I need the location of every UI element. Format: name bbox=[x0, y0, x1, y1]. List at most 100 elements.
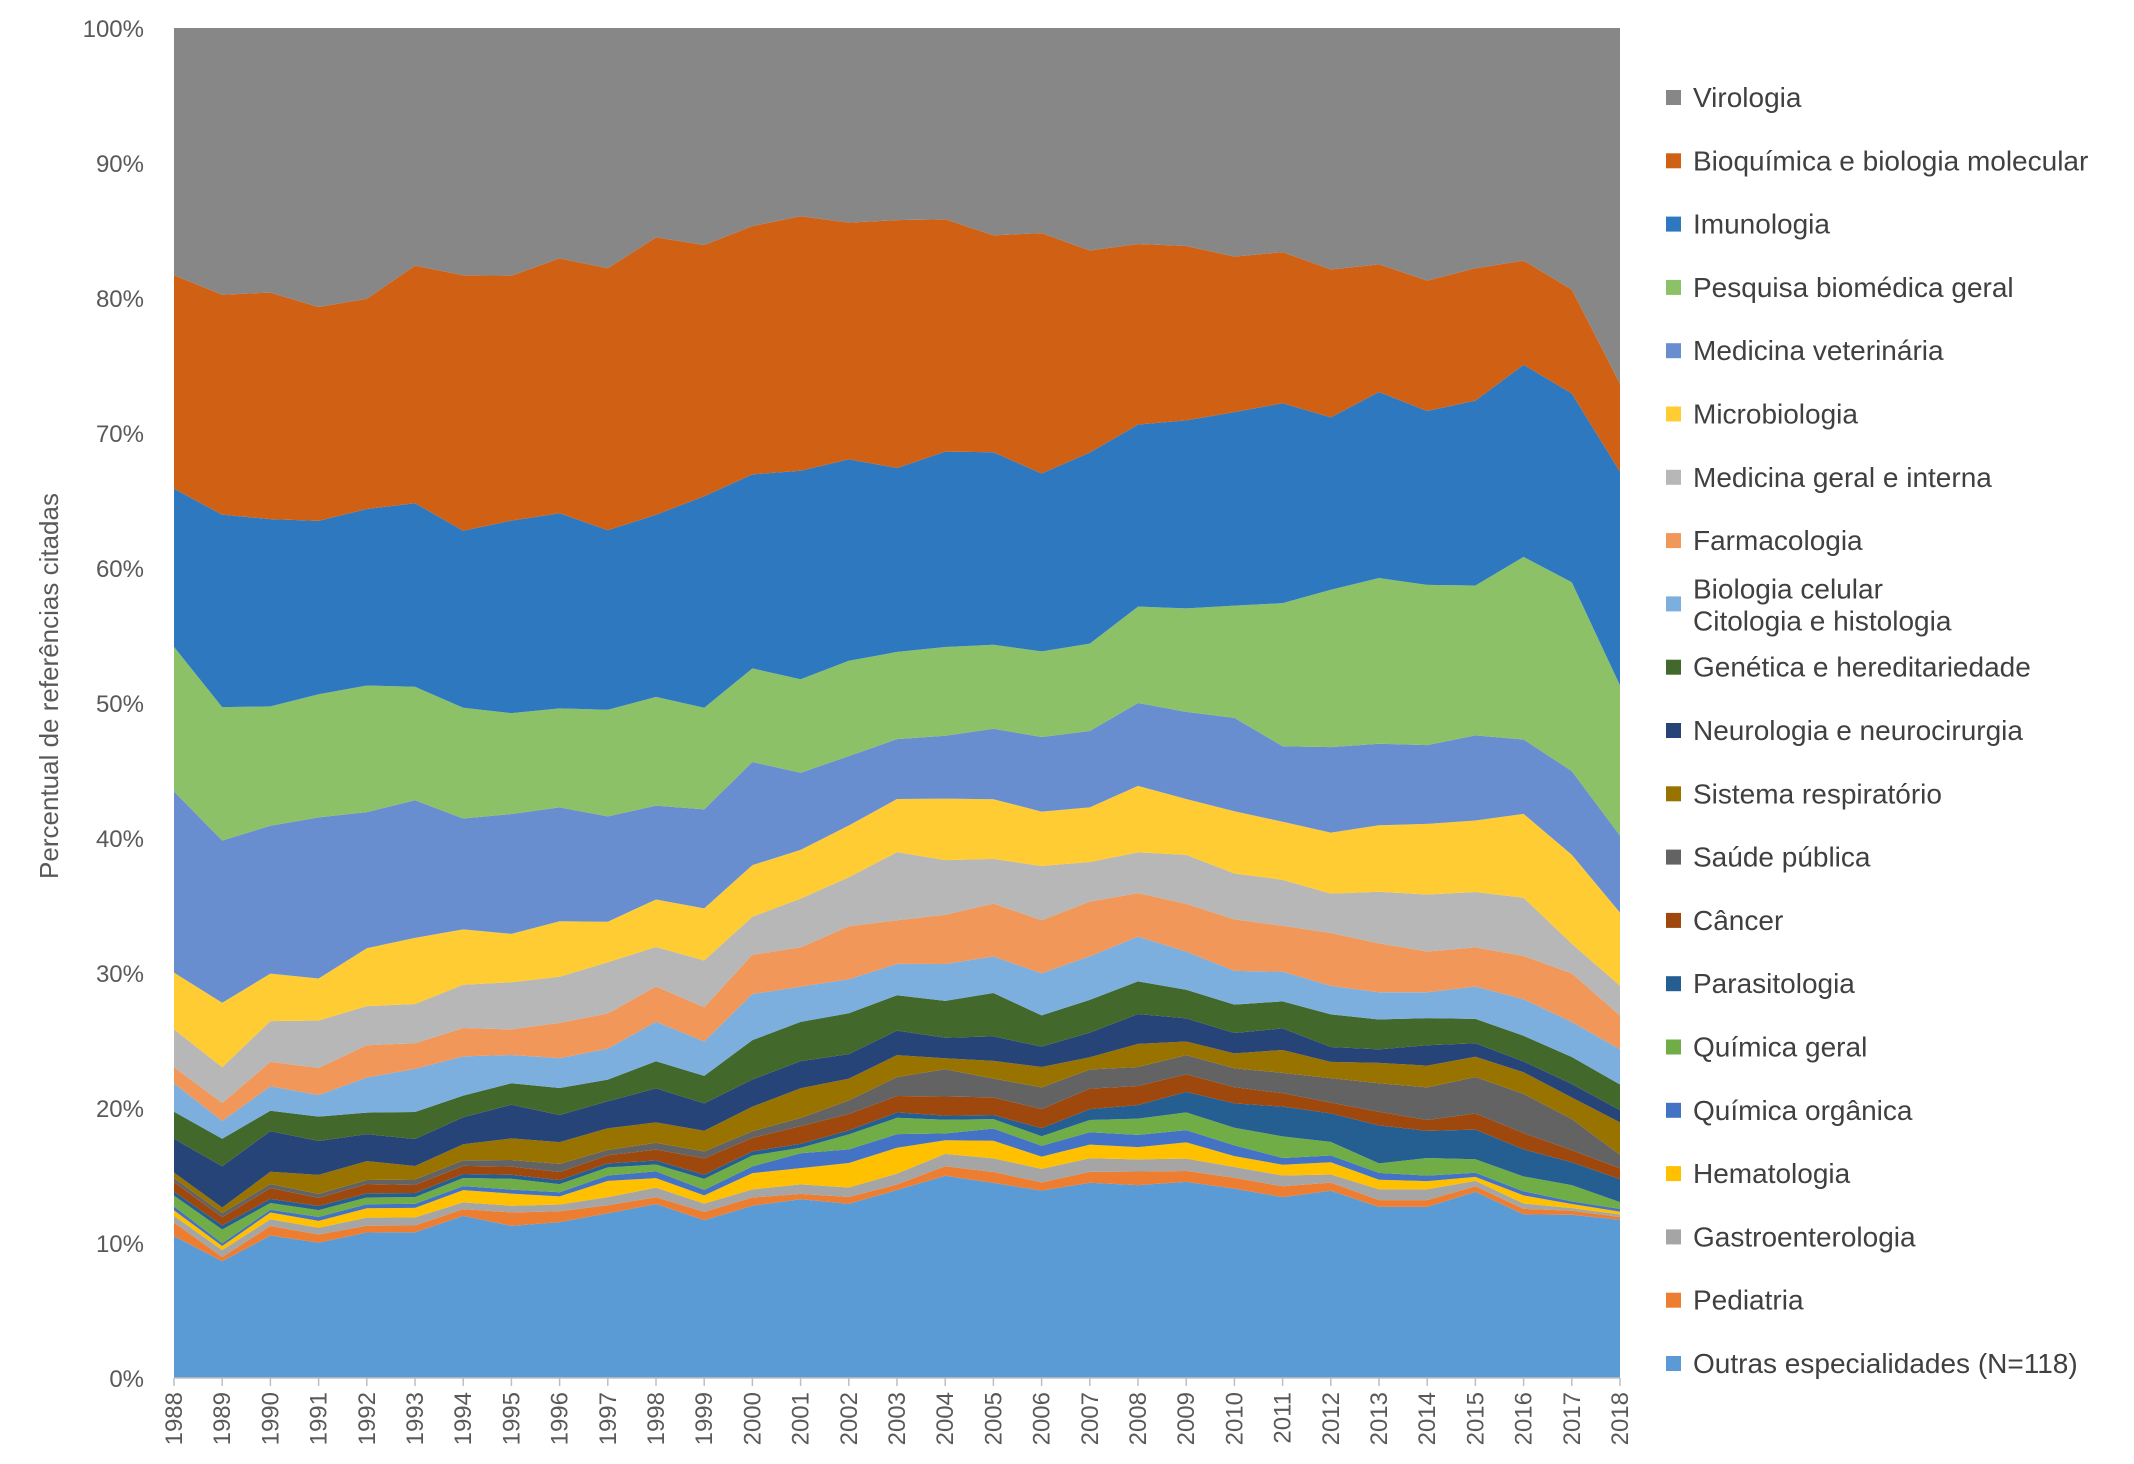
x-tick-label: 2015 bbox=[1462, 1392, 1489, 1445]
legend-swatch bbox=[1666, 659, 1681, 675]
x-tick-label: 2002 bbox=[836, 1392, 863, 1445]
legend-label: Medicina geral e interna bbox=[1693, 462, 1992, 493]
legend-label: Câncer bbox=[1693, 905, 1783, 936]
legend-swatch bbox=[1666, 1292, 1681, 1308]
legend-swatch bbox=[1666, 343, 1681, 359]
y-tick-label: 50% bbox=[96, 691, 144, 718]
legend-swatch bbox=[1666, 723, 1681, 738]
legend-label: Química orgânica bbox=[1693, 1095, 1913, 1126]
legend-swatch bbox=[1666, 533, 1681, 549]
legend-label: Pesquisa biomédica geral bbox=[1693, 272, 2014, 303]
x-tick-label: 1992 bbox=[354, 1392, 381, 1445]
area-series-outras-especialidades-n-118 bbox=[174, 1175, 1620, 1378]
x-tick-label: 2005 bbox=[980, 1392, 1007, 1445]
legend-swatch bbox=[1666, 1039, 1681, 1055]
y-tick-label: 100% bbox=[83, 16, 144, 43]
area-series-medicina-veterinaria bbox=[174, 703, 1620, 1003]
y-tick-label: 30% bbox=[96, 961, 144, 988]
y-tick-label: 0% bbox=[109, 1366, 144, 1393]
legend-label: Saúde pública bbox=[1693, 842, 1871, 873]
x-axis: 1988 1989 1990 1991 1992 1993 1994 1995 1996 1997… bbox=[161, 1377, 1634, 1445]
legend-label: Pediatria bbox=[1693, 1285, 1804, 1316]
x-tick-label: 1998 bbox=[643, 1392, 670, 1445]
legend-swatch bbox=[1666, 912, 1681, 928]
x-tick-label: 1995 bbox=[498, 1392, 525, 1445]
legend-label: Genética e hereditariedade bbox=[1693, 652, 2031, 683]
x-tick-label: 2006 bbox=[1029, 1392, 1056, 1445]
legend-label: Imunologia bbox=[1693, 209, 1830, 240]
legend-swatch bbox=[1666, 976, 1681, 992]
legend-label: Sistema respiratório bbox=[1693, 778, 1942, 809]
legend-label: Virologia bbox=[1693, 82, 1802, 113]
legend-swatch bbox=[1666, 90, 1681, 105]
x-tick-label: 1989 bbox=[209, 1392, 236, 1445]
y-tick-label: 70% bbox=[96, 421, 144, 448]
y-tick-label: 60% bbox=[96, 556, 144, 583]
area-series-pesquisa-biomedica-geral bbox=[174, 556, 1620, 841]
x-tick-label: 2017 bbox=[1559, 1392, 1586, 1445]
x-tick-label: 1988 bbox=[161, 1392, 188, 1445]
x-tick-label: 2003 bbox=[884, 1392, 911, 1445]
legend-swatch bbox=[1666, 849, 1681, 865]
legend-label: Química geral bbox=[1693, 1032, 1867, 1063]
area-series-gastroenterologia bbox=[174, 1153, 1620, 1258]
x-tick-label: 2013 bbox=[1366, 1392, 1393, 1445]
area-series-biologia-celular-citologia-e-histologia bbox=[174, 936, 1620, 1139]
x-tick-label: 1993 bbox=[402, 1392, 429, 1445]
legend-label: Biologia celular Citologia e histologia bbox=[1693, 573, 1952, 636]
x-tick-label: 1990 bbox=[257, 1392, 284, 1445]
x-tick-label: 2009 bbox=[1173, 1392, 1200, 1445]
legend-label: Hematologia bbox=[1693, 1158, 1851, 1189]
y-tick-label: 10% bbox=[96, 1231, 144, 1258]
y-tick-label: 20% bbox=[96, 1096, 144, 1123]
x-tick-label: 1991 bbox=[306, 1392, 333, 1445]
x-tick-label: 2000 bbox=[739, 1392, 766, 1445]
legend-swatch bbox=[1666, 469, 1681, 485]
x-tick-label: 2004 bbox=[932, 1392, 959, 1445]
area-series-pediatria bbox=[174, 1166, 1620, 1262]
x-tick-label: 1999 bbox=[691, 1392, 718, 1445]
area-series-medicina-geral-e-interna bbox=[174, 852, 1620, 1104]
y-tick-label: 40% bbox=[96, 826, 144, 853]
legend-label: Neurologia e neurocirurgia bbox=[1693, 715, 2023, 746]
area-series-sistema-respiratorio bbox=[174, 1041, 1620, 1214]
y-tick-label: 80% bbox=[96, 286, 144, 313]
x-tick-label: 1996 bbox=[547, 1392, 574, 1445]
legend-label: Microbiologia bbox=[1693, 399, 1858, 430]
legend-swatch bbox=[1666, 1166, 1681, 1182]
plot-areas bbox=[174, 28, 1620, 1378]
x-tick-label: 2001 bbox=[788, 1392, 815, 1445]
legend-swatch bbox=[1666, 1102, 1681, 1118]
area-series-cancer bbox=[174, 1074, 1620, 1226]
y-axis-title: Percentual de referências citadas bbox=[34, 493, 64, 879]
area-series-parasitologia bbox=[174, 1091, 1620, 1230]
area-series-bioquimica-e-biologia-molecular bbox=[174, 216, 1620, 531]
area-series-quimica-organica bbox=[174, 1128, 1620, 1247]
area-series-microbiologia bbox=[174, 785, 1620, 1068]
x-tick-label: 2010 bbox=[1221, 1392, 1248, 1445]
legend-swatch bbox=[1666, 786, 1681, 802]
x-tick-label: 2008 bbox=[1125, 1392, 1152, 1445]
area-series-virologia bbox=[174, 28, 1620, 384]
legend-label: Bioquímica e biologia molecular bbox=[1693, 145, 2088, 176]
legend-swatch bbox=[1666, 216, 1681, 232]
legend-swatch bbox=[1666, 1229, 1681, 1245]
area-series-saude-publica bbox=[174, 1055, 1620, 1218]
x-tick-label: 1997 bbox=[595, 1392, 622, 1445]
x-tick-label: 2018 bbox=[1607, 1392, 1634, 1445]
x-tick-label: 2016 bbox=[1511, 1392, 1538, 1445]
y-tick-label: 90% bbox=[96, 151, 144, 178]
x-tick-label: 2012 bbox=[1318, 1392, 1345, 1445]
legend: Virologia Bioquímica e biologia molecular… bbox=[1666, 82, 2088, 1379]
legend-label: Parasitologia bbox=[1693, 968, 1855, 999]
x-tick-label: 2011 bbox=[1270, 1392, 1297, 1444]
x-tick-label: 2007 bbox=[1077, 1392, 1104, 1445]
x-tick-label: 1994 bbox=[450, 1392, 477, 1445]
area-series-neurologia-e-neurocirurgia bbox=[174, 1014, 1620, 1208]
legend-swatch bbox=[1666, 1356, 1681, 1371]
area-series-quimica-geral bbox=[174, 1112, 1620, 1244]
area-series-hematologia bbox=[174, 1140, 1620, 1251]
x-tick-label: 2014 bbox=[1414, 1392, 1441, 1445]
y-axis: 0% 10% 20% 30% 40% 50% 60% 70% 80% 90% 100% bbox=[83, 16, 144, 1393]
